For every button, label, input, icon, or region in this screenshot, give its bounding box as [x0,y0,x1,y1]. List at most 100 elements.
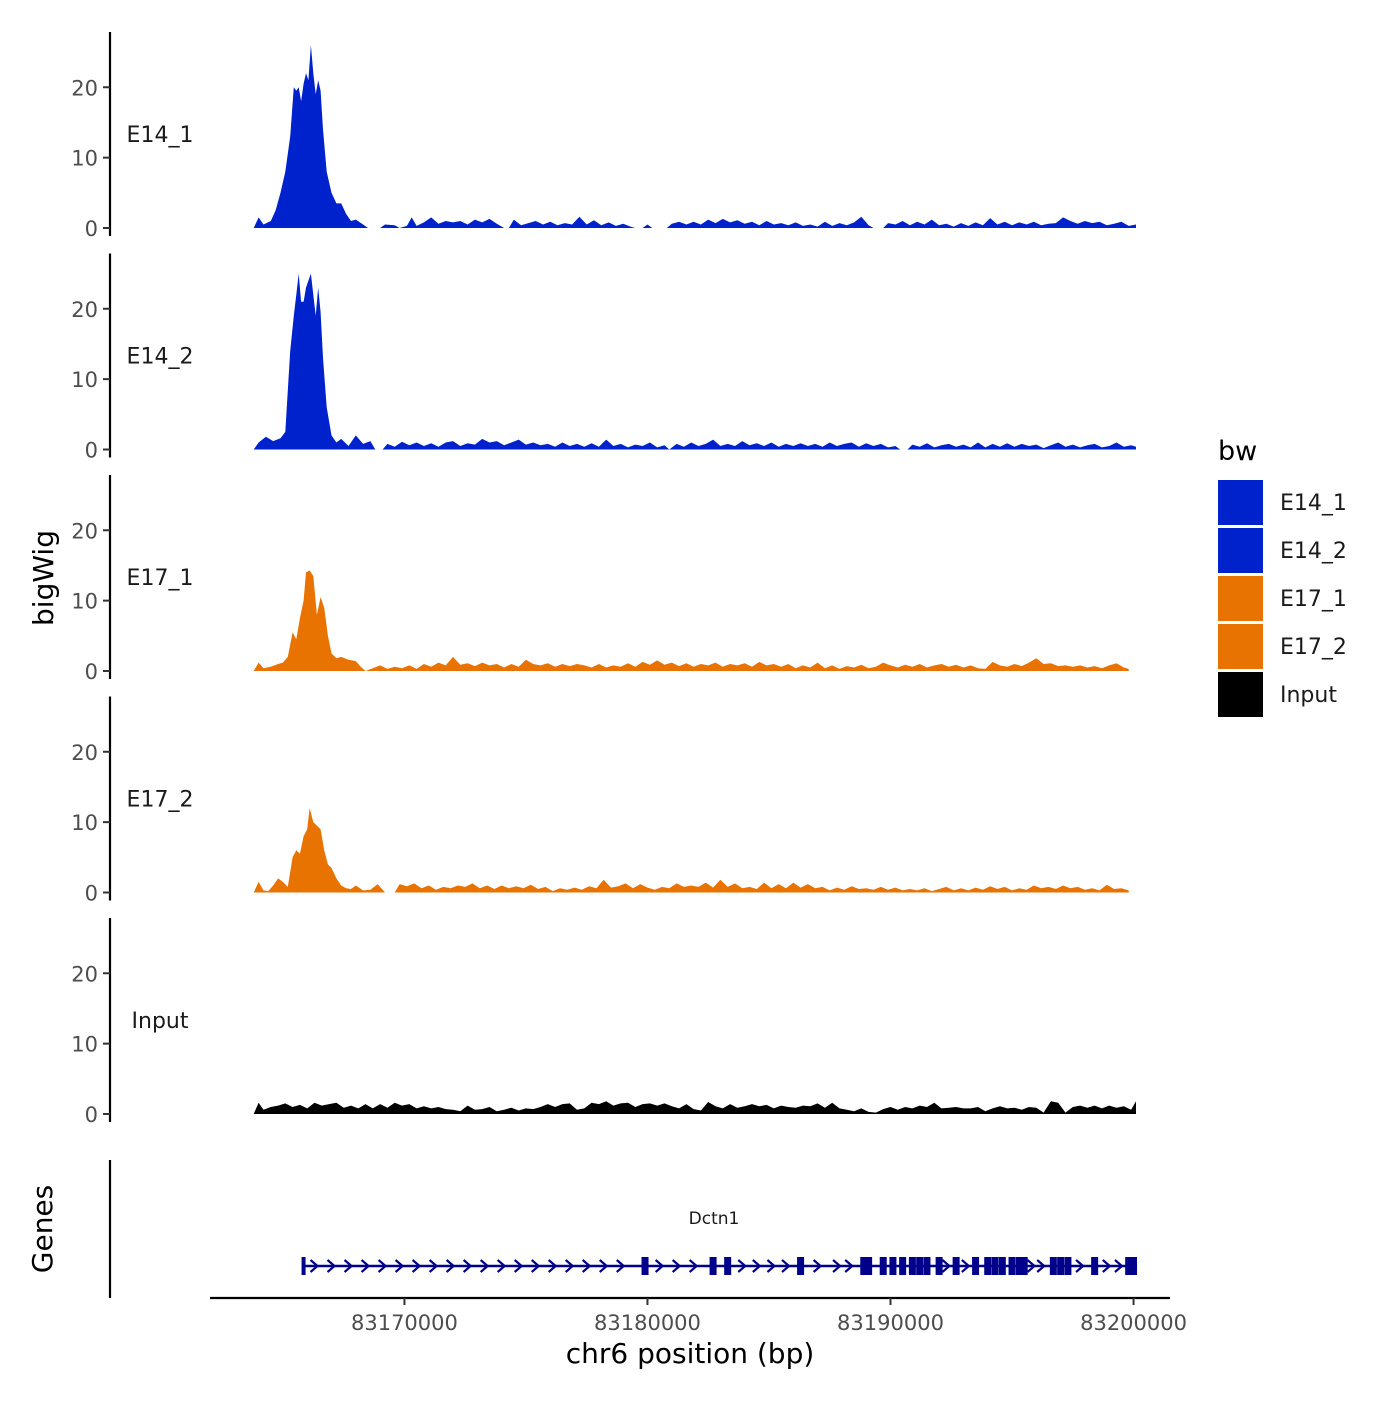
y-tick-label: 20 [71,962,98,986]
track-label-E17_2: E17_2 [127,788,194,813]
gene-strand-arrow [377,1259,388,1273]
gene-strand-arrow [1114,1259,1124,1273]
y-tick-label: 10 [71,1033,98,1057]
track-label-E14_2: E14_2 [127,345,194,370]
y-tick-label: 20 [71,519,98,543]
gene-strand-arrow [766,1259,777,1273]
gene-strand-arrow [654,1259,665,1273]
track-label-E17_1: E17_1 [127,566,194,591]
gene-exon [860,1257,868,1275]
y-axis-title: bigWig [27,530,60,626]
gene-exon [1008,1257,1016,1275]
gene-strand-arrow [1102,1259,1112,1273]
legend-title: bw [1218,436,1257,467]
gene-strand-arrow [1075,1259,1085,1273]
legend-swatch-E14_2 [1218,528,1263,573]
gene-strand-arrow [737,1259,747,1273]
gene-strand-arrow [411,1259,422,1273]
gene-strand-arrow [1036,1259,1046,1273]
area-Input [253,1101,1136,1114]
legend-label-E14_2: E14_2 [1280,539,1347,564]
gene-strand-arrow [564,1259,575,1273]
y-tick-label: 10 [71,147,98,171]
gene-exon [797,1257,805,1275]
gene-exon [923,1257,931,1275]
genes-track-title: Genes [26,1185,59,1273]
gene-strand-arrow [360,1259,371,1273]
gene-exon [972,1257,980,1275]
area-E17_1 [253,570,1129,671]
x-tick-label: 83200000 [1080,1311,1187,1335]
gene-strand-arrow [581,1259,592,1273]
y-tick-label: 20 [71,76,98,100]
y-tick-label: 10 [71,368,98,392]
gene-exon [908,1257,916,1275]
gene-strand-arrow [812,1259,823,1273]
gene-exon [1015,1257,1023,1275]
x-tick-label: 83180000 [594,1311,701,1335]
legend-label-E14_1: E14_1 [1280,491,1347,516]
legend-label-Input: Input [1280,683,1337,708]
gene-exon [865,1257,873,1275]
gene-exon [1125,1257,1133,1275]
y-tick-label: 20 [71,298,98,322]
gene-strand-arrow [479,1259,490,1273]
gene-strand-arrow [752,1259,762,1273]
gene-exon [1091,1257,1099,1275]
legend-swatch-E17_2 [1218,624,1263,669]
gene-exon [916,1257,924,1275]
y-tick-label: 0 [85,439,98,463]
gene-strand-arrow [616,1259,626,1273]
y-tick-label: 0 [85,217,98,241]
gene-strand-arrow [394,1259,405,1273]
gene-exon [1130,1257,1138,1275]
gene-strand-arrow [1026,1259,1037,1273]
gene-strand-arrow [688,1259,699,1273]
y-tick-label: 20 [71,741,98,765]
track-label-E14_1: E14_1 [127,123,194,148]
gene-strand-arrow [961,1259,971,1273]
gene-exon [301,1257,306,1275]
gene-name-label: Dctn1 [689,1209,740,1229]
y-tick-label: 10 [71,811,98,835]
gene-exon [724,1257,732,1275]
gene-strand-arrow [343,1259,354,1273]
y-tick-label: 0 [85,1103,98,1127]
gene-strand-arrow [941,1259,952,1273]
gene-exon [889,1257,897,1275]
legend-label-E17_2: E17_2 [1280,635,1347,660]
gene-strand-arrow [844,1259,854,1273]
gene-strand-arrow [428,1259,439,1273]
x-axis-title: chr6 position (bp) [566,1337,815,1370]
gene-strand-arrow [671,1259,682,1273]
y-tick-label: 0 [85,660,98,684]
gene-strand-arrow [513,1259,524,1273]
gene-strand-arrow [445,1259,456,1273]
area-E14_2 [253,273,1136,450]
gene-strand-arrow [599,1259,609,1273]
y-tick-label: 10 [71,590,98,614]
gene-exon [991,1257,999,1275]
gene-exon [1020,1257,1028,1275]
area-E14_1 [253,45,1136,228]
gene-exon [709,1257,717,1275]
gene-exon [952,1257,960,1275]
gene-exon [1064,1257,1072,1275]
gene-exon [641,1257,649,1275]
gene-strand-arrow [496,1259,507,1273]
y-tick-label: 0 [85,882,98,906]
track-label-Input: Input [132,1009,189,1034]
gene-exon [879,1257,887,1275]
x-tick-label: 83170000 [351,1311,458,1335]
gene-strand-arrow [832,1259,842,1273]
gene-exon [1057,1257,1065,1275]
gene-strand-arrow [530,1259,541,1273]
x-tick-label: 83190000 [837,1311,944,1335]
gene-strand-arrow [309,1259,320,1273]
legend-label-E17_1: E17_1 [1280,587,1347,612]
gene-exon [998,1257,1006,1275]
gene-strand-arrow [547,1259,558,1273]
gene-strand-arrow [462,1259,473,1273]
